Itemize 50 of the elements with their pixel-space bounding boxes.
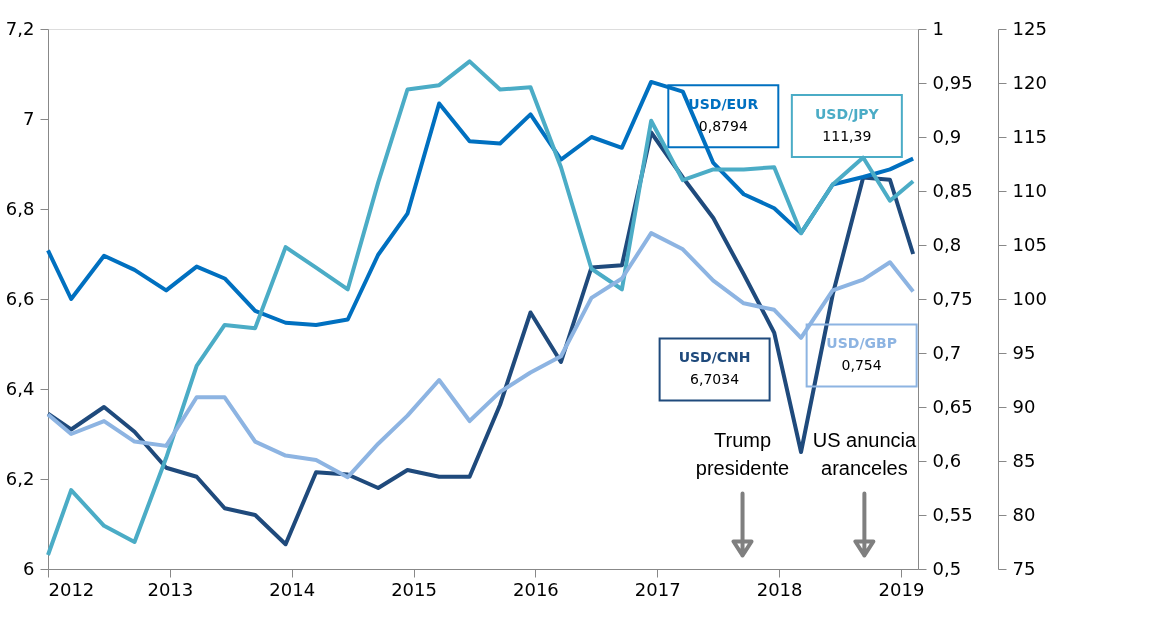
- series-label: USD/CNH: [678, 349, 751, 366]
- y3-tick-label: 75: [1012, 557, 1036, 579]
- y-tick-label: 6,2: [5, 467, 35, 489]
- x-tick-label: 2015: [391, 578, 437, 600]
- x-tick-label: 2014: [269, 578, 316, 600]
- y3-tick-label: 100: [1012, 287, 1047, 309]
- y3-tick-label: 105: [1012, 233, 1047, 255]
- annotation: Trump presidente: [695, 429, 790, 480]
- y2-tick-label: 0,65: [932, 395, 973, 417]
- line-series: [46, 59, 916, 557]
- annotation: 0,8794: [698, 118, 748, 135]
- y2-tick-label: 0,75: [932, 287, 973, 309]
- y3-tick-label: 115: [1012, 125, 1047, 147]
- annotation: 0,754: [841, 357, 882, 374]
- x-tick-label: 2013: [147, 578, 194, 600]
- y2-tick-label: 0,5: [932, 557, 962, 579]
- series-label: USD/EUR: [688, 96, 759, 113]
- y3-tick-label: 85: [1012, 449, 1036, 471]
- text: USD/JPY: [814, 105, 880, 122]
- y3-tick-label: 110: [1012, 179, 1047, 201]
- x-tick-label: 2012: [48, 578, 95, 600]
- line-series: [46, 79, 916, 327]
- y2-tick-label: 1: [932, 17, 944, 39]
- y-tick-label: 7,2: [5, 17, 35, 39]
- y3-tick-label: 90: [1012, 395, 1036, 417]
- series-label: USD/GBP: [826, 335, 897, 352]
- y2-tick-label: 0,95: [932, 71, 973, 93]
- y-tick-label: 6,6: [5, 287, 35, 309]
- y2-tick-label: 0,7: [932, 341, 962, 363]
- y-tick-label: 6,4: [5, 377, 35, 399]
- y2-tick-label: 0,6: [932, 449, 962, 471]
- y2-tick-label: 0,9: [932, 125, 962, 147]
- line-series: [46, 231, 916, 480]
- y3-tick-label: 80: [1012, 503, 1036, 525]
- y3-tick-label: 95: [1012, 341, 1036, 363]
- y3-tick-label: 125: [1012, 17, 1047, 39]
- x-tick-label: 2018: [756, 578, 803, 600]
- annotation: 6,7034: [690, 371, 740, 388]
- y3-tick-label: 120: [1012, 71, 1047, 93]
- annotation: US anuncia aranceles: [812, 429, 917, 480]
- x-tick-label: 2016: [512, 578, 559, 600]
- y-tick-label: 6: [23, 557, 35, 579]
- y2-tick-label: 0,55: [932, 503, 973, 525]
- y2-tick-label: 0,8: [932, 233, 962, 255]
- annotation: 111,39: [822, 127, 872, 144]
- x-tick-label: 2017: [634, 578, 681, 600]
- x-tick-label: 2019: [878, 578, 925, 600]
- y-tick-label: 7: [23, 107, 35, 129]
- y-tick-label: 6,8: [5, 197, 35, 219]
- y2-tick-label: 0,85: [932, 179, 973, 201]
